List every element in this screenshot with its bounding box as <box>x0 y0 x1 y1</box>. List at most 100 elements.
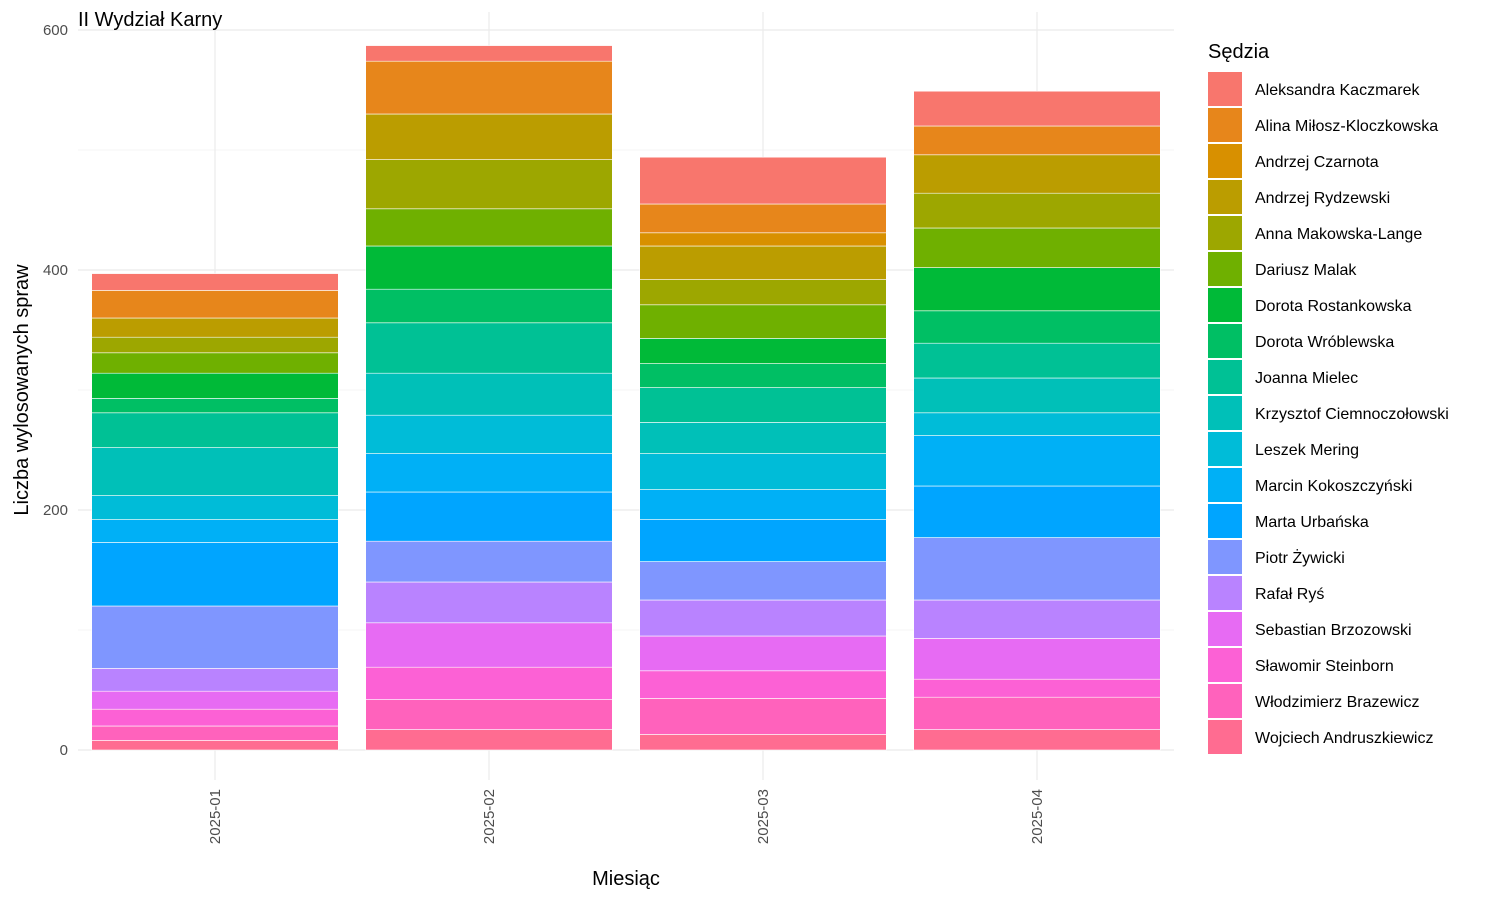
bar-segment <box>91 290 339 319</box>
bar-segment <box>91 668 339 692</box>
x-axis: 2025-01 2025-02 2025-03 2025-04 <box>207 789 1046 844</box>
bar-segment <box>913 435 1161 487</box>
bar-segment <box>639 304 887 339</box>
legend-label: Dariusz Malak <box>1255 262 1357 279</box>
y-tick-label: 200 <box>43 502 68 519</box>
legend-label: Krzysztof Ciemnoczołowski <box>1255 406 1449 423</box>
bars <box>91 45 1161 751</box>
bar-segment <box>913 599 1161 639</box>
bar-segment <box>365 699 613 730</box>
legend-key <box>1208 396 1242 430</box>
bar-segment <box>639 156 887 205</box>
bar-segment <box>639 599 887 637</box>
bar-segment <box>91 372 339 399</box>
bar-segment <box>913 696 1161 730</box>
legend-key <box>1208 108 1242 142</box>
bar-segment <box>365 322 613 374</box>
bar-segment <box>639 245 887 280</box>
legend-label: Dorota Wróblewska <box>1255 334 1394 351</box>
bar-segment <box>639 734 887 751</box>
bar-segment <box>365 453 613 493</box>
bar-segment <box>913 537 1161 601</box>
x-tick-label: 2025-04 <box>1029 789 1046 844</box>
bar-segment <box>91 519 339 543</box>
bar-segment <box>91 336 339 354</box>
bar-segment <box>913 90 1161 127</box>
bar-segment <box>365 159 613 210</box>
bar-segment <box>913 125 1161 156</box>
x-tick-label: 2025-01 <box>207 789 224 844</box>
bar-segment <box>91 740 339 751</box>
bar-segment <box>365 622 613 668</box>
legend-key <box>1208 576 1242 610</box>
bar-segment <box>365 288 613 324</box>
bar-segment <box>913 412 1161 436</box>
bar-segment <box>913 227 1161 268</box>
bar-segment <box>913 377 1161 414</box>
legend-title: Sędzia <box>1208 41 1270 63</box>
bar-segment <box>639 422 887 454</box>
bar-segment <box>639 453 887 490</box>
legend-key <box>1208 324 1242 358</box>
bar-segment <box>913 154 1161 194</box>
legend-key <box>1208 684 1242 718</box>
legend-key <box>1208 72 1242 106</box>
legend-label: Włodzimierz Brazewicz <box>1255 694 1419 711</box>
bar-segment <box>639 670 887 699</box>
bar-segment <box>365 208 613 247</box>
legend-label: Marta Urbańska <box>1255 514 1369 531</box>
bar-segment <box>91 412 339 448</box>
y-axis-title: Liczba wylosowanych spraw <box>11 264 33 516</box>
bar-segment <box>639 232 887 247</box>
bar-segment <box>639 698 887 735</box>
legend-key <box>1208 360 1242 394</box>
legend-label: Sławomir Steinborn <box>1255 658 1394 675</box>
bar-segment <box>639 519 887 562</box>
legend-label: Rafał Ryś <box>1255 586 1324 603</box>
y-tick-label: 600 <box>43 22 68 39</box>
bar-segment <box>91 605 339 669</box>
legend-key <box>1208 144 1242 178</box>
bar-segment <box>91 352 339 374</box>
bar-segment <box>913 485 1161 538</box>
bar-segment <box>639 561 887 601</box>
legend-label: Andrzej Rydzewski <box>1255 190 1390 207</box>
bar-segment <box>365 540 613 583</box>
bar-segment <box>365 45 613 62</box>
legend-key <box>1208 612 1242 646</box>
legend-key <box>1208 216 1242 250</box>
bar-segment <box>639 387 887 423</box>
legend-label: Alina Miłosz-Kloczkowska <box>1255 118 1438 135</box>
chart-title: II Wydział Karny <box>78 9 222 31</box>
bar-segment <box>639 635 887 672</box>
legend-key <box>1208 720 1242 754</box>
bar-segment <box>913 638 1161 680</box>
legend-label: Aleksandra Kaczmarek <box>1255 82 1421 99</box>
bar-segment <box>913 678 1161 698</box>
legend-key <box>1208 432 1242 466</box>
legend-key <box>1208 180 1242 214</box>
bar-segment <box>639 489 887 520</box>
bar-segment <box>91 317 339 338</box>
x-axis-title: Miesiąc <box>592 868 660 890</box>
bar-segment <box>91 273 339 291</box>
legend-label: Wojciech Andruszkiewicz <box>1255 730 1433 747</box>
x-tick-label: 2025-02 <box>481 789 498 844</box>
bar-segment <box>91 398 339 414</box>
legend-key <box>1208 288 1242 322</box>
legend-key <box>1208 648 1242 682</box>
bar-segment <box>913 342 1161 379</box>
bar-segment <box>365 113 613 160</box>
bar-segment <box>365 245 613 290</box>
legend-key <box>1208 540 1242 574</box>
bar-segment <box>365 581 613 624</box>
bar-segment <box>913 729 1161 751</box>
bar-segment <box>365 729 613 751</box>
bar-segment <box>913 310 1161 344</box>
legend-label: Leszek Mering <box>1255 442 1359 459</box>
bar-segment <box>91 447 339 496</box>
bar-segment <box>91 708 339 727</box>
legend-key <box>1208 468 1242 502</box>
bar-segment <box>91 690 339 710</box>
